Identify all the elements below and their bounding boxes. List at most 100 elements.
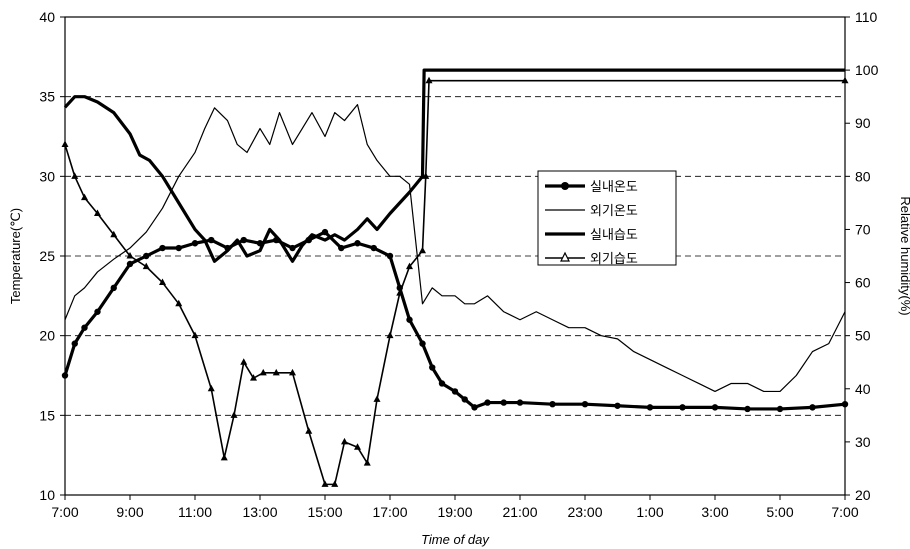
data-point (516, 399, 524, 406)
series-외기온도 (64, 104, 846, 393)
x-tick-label: 7:00 (831, 504, 858, 520)
data-point (159, 244, 166, 252)
x-tick-label: 9:00 (116, 504, 143, 520)
data-point (110, 230, 118, 238)
data-point (259, 368, 267, 376)
data-point (354, 240, 361, 247)
data-point (142, 262, 150, 270)
x-tick-label: 17:00 (372, 504, 407, 520)
legend-item: 실내습도 (545, 228, 638, 243)
series-외기습도 (61, 76, 849, 487)
data-point (230, 411, 238, 418)
data-point (744, 405, 751, 413)
data-point (614, 402, 621, 409)
x-tick-label: 21:00 (502, 504, 537, 520)
y-left-tick-label: 35 (39, 89, 55, 105)
data-point (438, 380, 446, 387)
series-layer (61, 68, 849, 487)
y-right-tick-label: 50 (855, 328, 871, 344)
data-point (841, 76, 849, 84)
data-point (776, 405, 784, 413)
data-point (191, 331, 199, 339)
data-point (425, 76, 433, 84)
data-point (272, 368, 280, 376)
data-point (422, 172, 430, 179)
data-point (126, 260, 134, 268)
data-point (646, 404, 654, 411)
data-point (679, 404, 686, 411)
x-axis-title: Time of day (421, 532, 490, 547)
data-point (250, 374, 257, 381)
y-right-tick-label: 40 (855, 381, 871, 397)
data-point (549, 400, 556, 408)
legend-marker (561, 182, 569, 190)
data-point (126, 252, 134, 259)
data-point (321, 480, 329, 487)
x-tick-label: 1:00 (636, 504, 663, 520)
x-tick-label: 7:00 (51, 504, 78, 520)
data-point (338, 244, 345, 252)
series-line (63, 68, 845, 263)
legend-label: 실내습도 (590, 228, 638, 243)
x-tick-label: 23:00 (567, 504, 602, 520)
data-point (341, 437, 348, 445)
y-right-tick-label: 30 (855, 434, 871, 450)
x-tick-label: 13:00 (242, 504, 277, 520)
y-left-tick-label: 20 (39, 328, 55, 344)
data-point (370, 244, 377, 252)
data-point (110, 284, 117, 292)
data-point (841, 400, 849, 408)
data-point (386, 331, 394, 339)
y-left-tick-label: 25 (39, 248, 55, 264)
data-point (175, 244, 182, 252)
series-line (64, 79, 845, 486)
data-point (451, 388, 459, 395)
legend-marker (560, 251, 570, 262)
x-tick-label: 15:00 (307, 504, 342, 520)
data-point (61, 140, 69, 147)
y-right-tick-label: 90 (855, 115, 871, 131)
y-right-tick-label: 70 (855, 221, 871, 237)
data-point (61, 372, 69, 379)
data-point (191, 240, 199, 247)
y-axis-right-title: Relative humidity(%) (898, 196, 910, 315)
y-left-tick-label: 10 (39, 487, 55, 503)
y-right-tick-label: 60 (855, 275, 871, 291)
data-point (71, 172, 79, 179)
data-point (289, 368, 296, 376)
data-point (429, 364, 436, 371)
data-point (484, 399, 491, 406)
series-line (63, 230, 846, 411)
data-point (240, 236, 247, 244)
data-point (419, 246, 426, 254)
y-right-tick-label: 80 (855, 168, 871, 184)
legend-label: 외기습도 (590, 252, 638, 267)
x-tick-label: 19:00 (437, 504, 472, 520)
series-실내온도 (61, 228, 849, 413)
x-tick-label: 5:00 (766, 504, 793, 520)
data-point (159, 278, 166, 286)
series-line (64, 104, 846, 393)
y-left-tick-label: 40 (39, 9, 55, 25)
data-point (419, 340, 426, 347)
y-right-tick-label: 110 (855, 9, 878, 25)
grid-lines (65, 96, 845, 416)
data-point (396, 289, 404, 296)
x-tick-label: 11:00 (178, 504, 212, 520)
y-left-tick-label: 15 (39, 407, 55, 423)
data-point (289, 244, 296, 252)
data-point (94, 308, 101, 315)
data-point (471, 404, 478, 411)
y-left-tick-label: 30 (39, 168, 55, 184)
data-point (143, 252, 150, 260)
data-point (207, 384, 215, 392)
data-point (321, 228, 329, 236)
data-point (500, 399, 507, 406)
data-point (373, 395, 381, 402)
data-point (406, 262, 413, 270)
data-point (331, 480, 339, 487)
legend-label: 외기온도 (590, 204, 638, 219)
data-point (305, 427, 313, 434)
